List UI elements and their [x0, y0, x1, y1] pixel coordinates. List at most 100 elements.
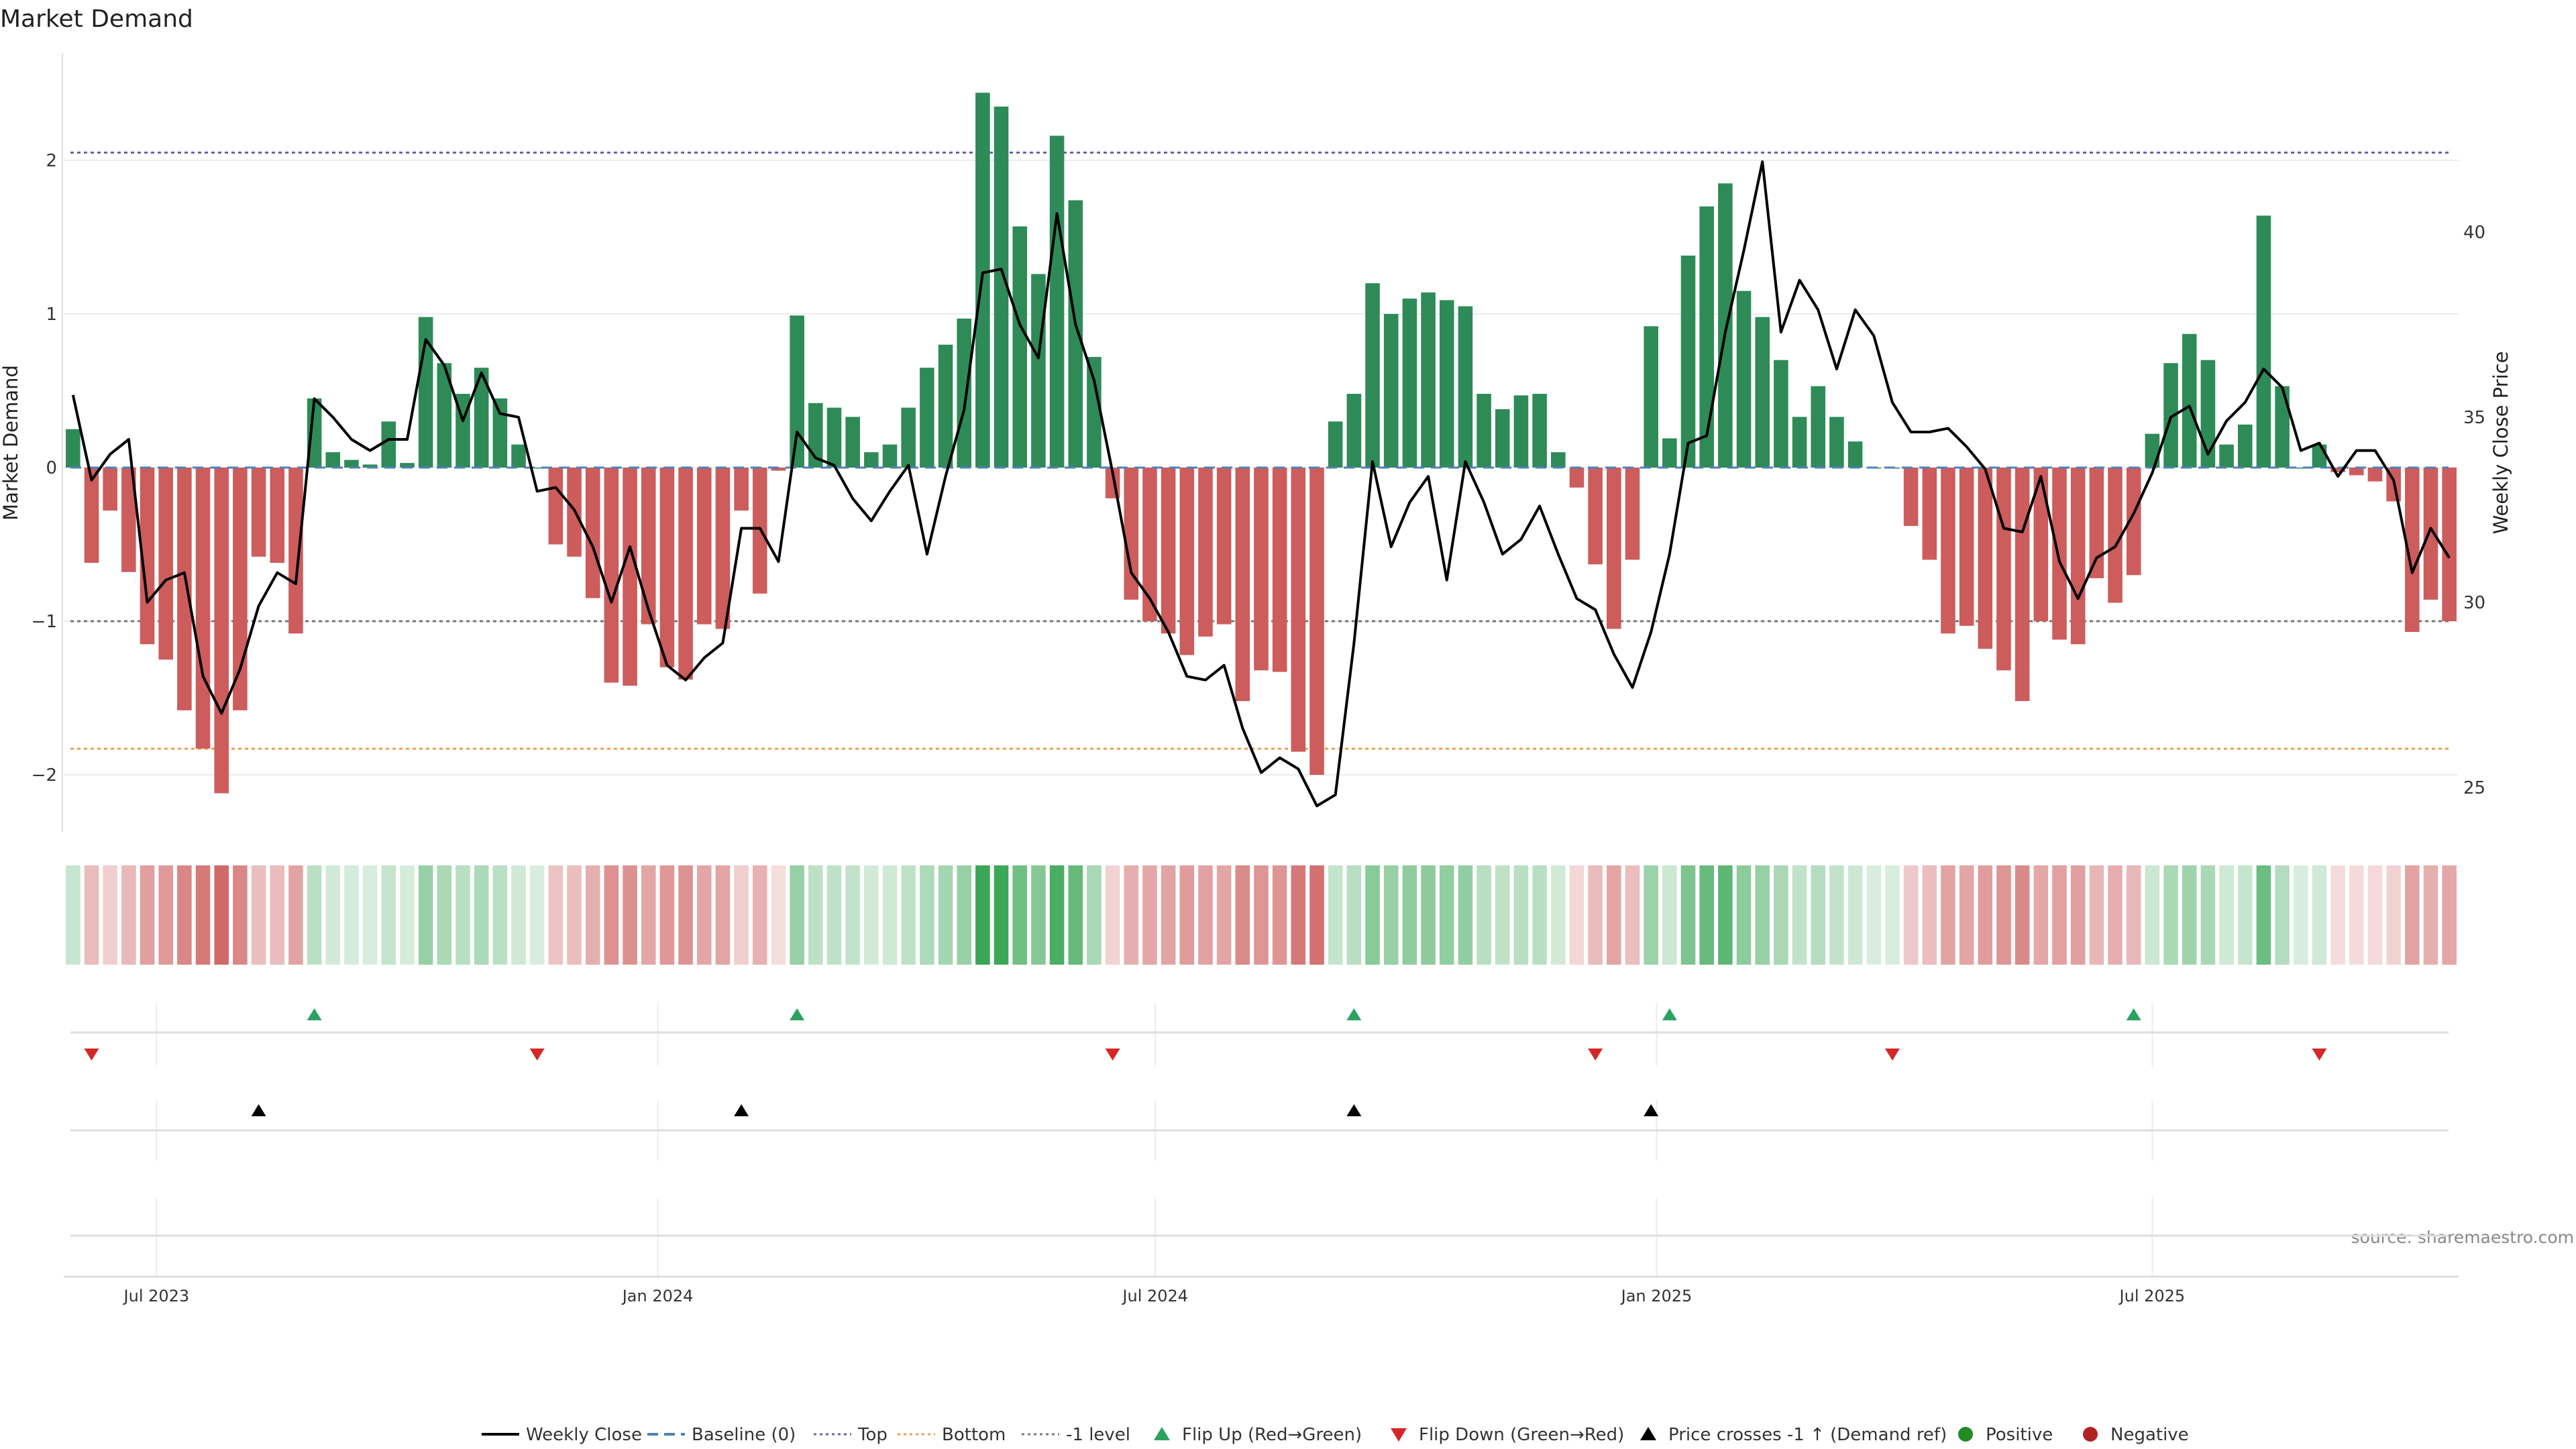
heat-cell	[1736, 865, 1752, 965]
legend-swatch	[1958, 1427, 1973, 1442]
demand-bar	[1941, 468, 1955, 634]
demand-bar	[1346, 394, 1362, 468]
heat-cell	[659, 865, 675, 965]
demand-bar	[270, 468, 285, 563]
heat-cell	[1922, 865, 1937, 965]
demand-bar	[1755, 317, 1770, 468]
demand-bar	[1309, 468, 1324, 775]
flip-down-marker	[2312, 1049, 2327, 1061]
heat-cell	[288, 865, 303, 965]
demand-bar	[790, 315, 804, 468]
flip-up-marker	[790, 1008, 805, 1020]
heat-cell	[1421, 865, 1436, 965]
heat-cell	[400, 865, 415, 965]
heat-cell	[158, 865, 174, 965]
heat-cell	[715, 865, 731, 965]
heat-cell	[344, 865, 359, 965]
demand-bar	[2015, 468, 2030, 702]
demand-bar	[158, 468, 174, 660]
demand-bar	[2237, 424, 2253, 468]
demand-bar	[2052, 468, 2067, 640]
demand-heat-strip	[66, 865, 2457, 965]
legend-swatch	[2083, 1427, 2098, 1442]
x-tick-label: Jul 2023	[123, 1287, 190, 1305]
demand-bar	[84, 468, 99, 563]
heat-cell	[2275, 865, 2290, 965]
y-axis-label: Market Demand	[0, 365, 22, 521]
demand-bar	[2033, 468, 2049, 621]
demand-bar	[864, 452, 879, 468]
demand-bar	[1291, 468, 1306, 752]
demand-bar	[1012, 226, 1028, 468]
demand-bar	[2349, 468, 2364, 476]
heat-cell	[1680, 865, 1696, 965]
demand-bar	[1161, 468, 1176, 634]
demand-bar	[121, 468, 136, 572]
flip-down-marker	[84, 1049, 99, 1061]
heat-cell	[2033, 865, 2049, 965]
heat-cell	[957, 865, 972, 965]
legend-swatch	[1391, 1428, 1407, 1442]
heat-cell	[529, 865, 545, 965]
demand-bar	[2126, 468, 2141, 576]
heat-cell	[1216, 865, 1232, 965]
heat-cell	[2015, 865, 2030, 965]
heat-cell	[325, 865, 341, 965]
heat-cell	[195, 865, 211, 965]
heat-cell	[2237, 865, 2253, 965]
demand-bar	[1495, 409, 1510, 468]
heat-cell	[2070, 865, 2086, 965]
heat-cell	[1495, 865, 1510, 965]
demand-bar	[307, 398, 322, 468]
demand-bar	[1774, 360, 1788, 468]
heat-cell	[2386, 865, 2401, 965]
heat-cell	[1792, 865, 1807, 965]
heat-cell	[1179, 865, 1195, 965]
heat-cell	[2293, 865, 2308, 965]
demand-bar	[1458, 306, 1473, 468]
flip-up-marker	[1662, 1008, 1677, 1020]
demand-bar	[2256, 215, 2271, 468]
demand-bar	[938, 344, 953, 468]
demand-bar	[1588, 468, 1603, 565]
demand-bar	[2089, 468, 2104, 578]
heat-cell	[2367, 865, 2383, 965]
heat-cell	[1439, 865, 1454, 965]
price-cross-marker	[734, 1104, 749, 1116]
heat-cell	[2423, 865, 2438, 965]
demand-bar	[195, 468, 211, 749]
heat-cell	[1198, 865, 1213, 965]
heat-cell	[1829, 865, 1844, 965]
legend-label: Top	[857, 1425, 888, 1445]
heat-cell	[604, 865, 619, 965]
heat-cell	[808, 865, 823, 965]
demand-bar	[1662, 438, 1677, 468]
demand-bar	[826, 407, 842, 468]
heat-cell	[1031, 865, 1046, 965]
source-note: source: sharemaestro.com	[2351, 1228, 2575, 1247]
legend-label: Bottom	[942, 1425, 1006, 1445]
demand-bar	[659, 468, 675, 667]
heat-cell	[362, 865, 378, 965]
heat-cell	[1885, 865, 1900, 965]
weekly-close-line	[71, 160, 2451, 808]
demand-bar	[325, 452, 341, 468]
demand-bar	[1978, 468, 1993, 649]
heat-cell	[790, 865, 804, 965]
demand-bar	[214, 468, 229, 794]
demand-bar	[140, 468, 155, 645]
chart-title: Market Demand	[0, 5, 193, 33]
demand-bar	[1811, 386, 1826, 468]
demand-bar	[1644, 326, 1658, 468]
legend-label: Flip Up (Red→Green)	[1182, 1425, 1362, 1445]
heat-cell	[2312, 865, 2327, 965]
heat-cell	[2256, 865, 2271, 965]
demand-bar	[1607, 468, 1621, 629]
legend-label: Flip Down (Green→Red)	[1419, 1425, 1624, 1445]
demand-bar	[2219, 444, 2234, 468]
demand-bar	[2312, 444, 2327, 468]
demand-bar	[381, 421, 396, 468]
demand-bar	[1922, 468, 1937, 560]
demand-bar	[696, 468, 712, 625]
heat-cell	[474, 865, 489, 965]
